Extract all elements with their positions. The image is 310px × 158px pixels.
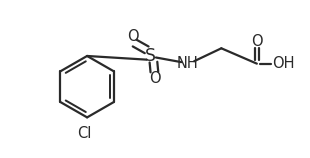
Text: S: S (145, 47, 156, 65)
Text: NH: NH (176, 56, 198, 71)
Text: OH: OH (272, 56, 295, 71)
Text: O: O (251, 34, 263, 49)
Text: O: O (149, 71, 161, 86)
Text: Cl: Cl (78, 126, 92, 141)
Text: O: O (128, 29, 139, 44)
